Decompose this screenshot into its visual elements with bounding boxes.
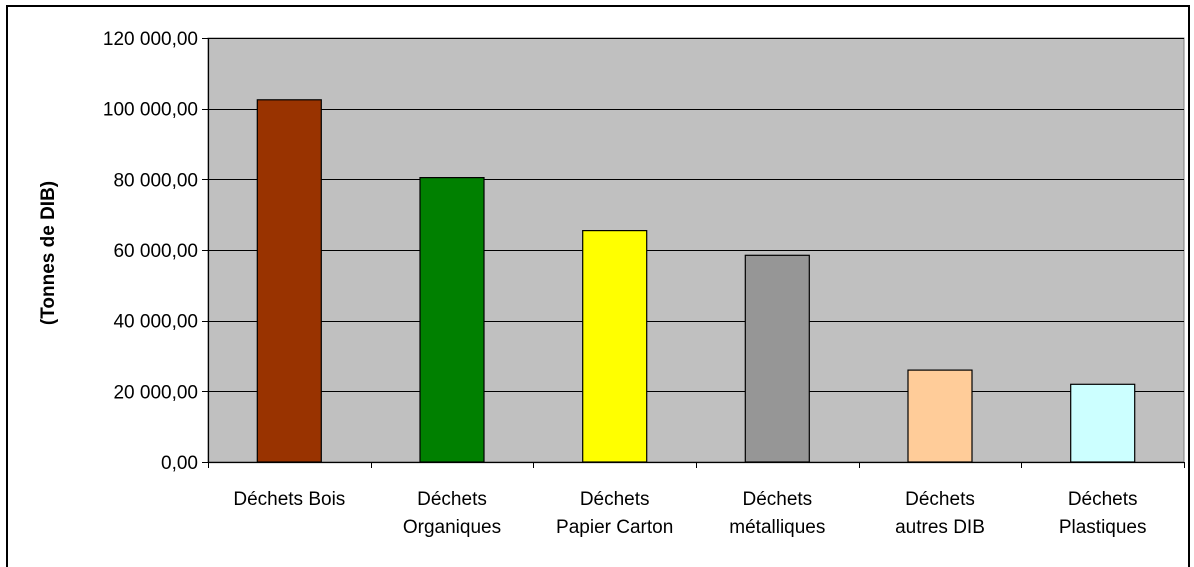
y-tick-label: 60 000,00 xyxy=(113,241,198,262)
y-tick-label: 0,00 xyxy=(161,453,198,474)
y-tick-label: 40 000,00 xyxy=(113,312,198,333)
bar xyxy=(419,177,485,463)
y-tick-label: 120 000,00 xyxy=(103,29,198,50)
x-tick-labels: Déchets Bois Déchets Organiques Déchets Papi… xyxy=(233,489,1146,538)
bar xyxy=(907,369,973,463)
y-tick-labels: 0,00 20 000,00 40 000,00 60 000,00 80 000,00… xyxy=(103,29,198,474)
x-tick-label: Déchets autres DIB xyxy=(895,489,985,538)
x-tick-label: Déchets Plastiques xyxy=(1059,489,1147,538)
bar xyxy=(1070,383,1136,463)
x-tick-label: Déchets Bois xyxy=(233,489,345,510)
x-tick-label: Déchets Organiques xyxy=(403,489,501,538)
x-tick-label: Déchets Papier Carton xyxy=(556,489,673,538)
bar xyxy=(256,99,322,463)
y-tick-label: 80 000,00 xyxy=(113,170,198,191)
y-tick-label: 20 000,00 xyxy=(113,382,198,403)
grid-lines xyxy=(208,38,1184,392)
axes xyxy=(202,38,1185,468)
y-axis-title: (Tonnes de DIB) xyxy=(38,181,59,325)
y-tick-label: 100 000,00 xyxy=(103,100,198,121)
bar xyxy=(744,254,810,463)
x-tick-label: Déchets métalliques xyxy=(729,489,825,538)
bar xyxy=(582,230,648,463)
